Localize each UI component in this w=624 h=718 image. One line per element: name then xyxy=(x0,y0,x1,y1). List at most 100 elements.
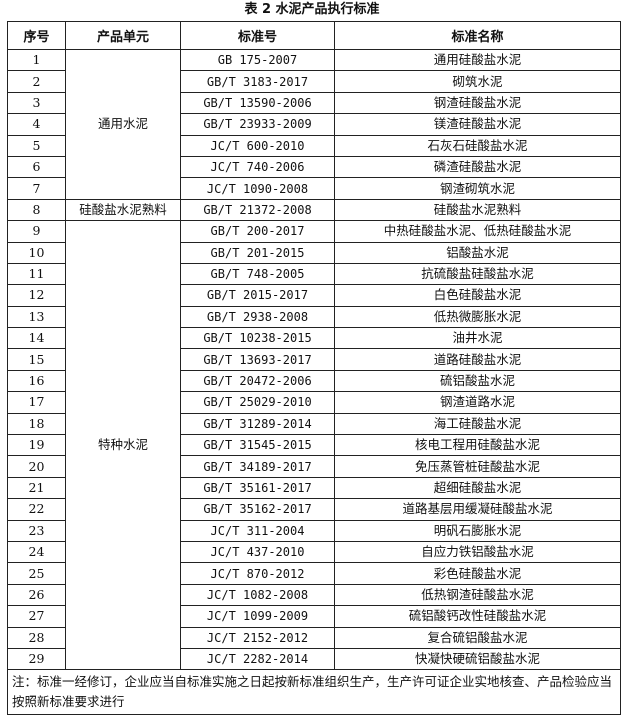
table-row: 1 通用水泥 GB 175-2007 通用硅酸盐水泥 xyxy=(7,48,621,200)
row-number: 8 xyxy=(7,198,66,222)
standard-code: GB/T 2938-2008 xyxy=(180,305,335,329)
table-row: 17 GB/T 25029-2010 钢渣道路水泥 xyxy=(7,391,621,414)
row-number: 2 xyxy=(7,70,66,93)
standard-name: 道路硅酸盐水泥 xyxy=(334,348,621,371)
standard-code: GB/T 20472-2006 xyxy=(180,369,335,393)
row-number: 20 xyxy=(7,455,66,478)
standard-code: GB/T 10238-2015 xyxy=(180,327,335,350)
standard-name: 低热微膨胀水泥 xyxy=(334,305,621,329)
row-number: 18 xyxy=(7,412,66,436)
standard-name: 镁渣硅酸盐水泥 xyxy=(334,113,621,136)
standard-name: 自应力铁铝酸盐水泥 xyxy=(334,540,621,564)
standard-name: 彩色硅酸盐水泥 xyxy=(334,562,621,585)
row-number: 13 xyxy=(7,305,66,329)
table-row: 18 GB/T 31289-2014 海工硅酸盐水泥 xyxy=(7,412,621,436)
table-row: 22 GB/T 35162-2017 道路基层用缓凝硅酸盐水泥 xyxy=(7,498,621,521)
table-row: 2 GB/T 3183-2017 砌筑水泥 xyxy=(7,70,621,93)
standard-name: 钢渣道路水泥 xyxy=(334,391,621,414)
standard-code: GB/T 21372-2008 xyxy=(180,198,335,222)
standard-code: GB/T 34189-2017 xyxy=(180,455,335,478)
standard-code: GB/T 31545-2015 xyxy=(180,434,335,457)
table-row: 27 JC/T 1099-2009 硫铝酸钙改性硅酸盐水泥 xyxy=(7,605,621,628)
row-number: 7 xyxy=(7,177,66,200)
standard-code: GB/T 3183-2017 xyxy=(180,70,335,93)
row-number: 6 xyxy=(7,155,66,179)
standards-table: 序号 产品单元 标准号 标准名称 1 通用水泥 GB 175-2007 通用硅酸盐水泥… xyxy=(7,21,621,716)
standard-code: GB/T 200-2017 xyxy=(180,220,335,243)
row-number: 17 xyxy=(7,391,66,414)
standard-code: JC/T 437-2010 xyxy=(180,540,335,564)
row-number: 26 xyxy=(7,583,66,607)
table-row: 9 特种水泥 GB/T 200-2017 中热硅酸盐水泥、低热硅酸盐水泥 xyxy=(7,220,621,671)
standard-code: JC/T 1099-2009 xyxy=(180,605,335,628)
standard-code: JC/T 740-2006 xyxy=(180,155,335,179)
standard-code: JC/T 2282-2014 xyxy=(180,647,335,671)
standard-name: 石灰石硅酸盐水泥 xyxy=(334,134,621,157)
standard-name: 砌筑水泥 xyxy=(334,70,621,93)
table-row: 29 JC/T 2282-2014 快凝快硬硫铝酸盐水泥 xyxy=(7,647,621,671)
standard-name: 道路基层用缓凝硅酸盐水泥 xyxy=(334,498,621,521)
standard-code: GB/T 35162-2017 xyxy=(180,498,335,521)
row-number: 9 xyxy=(7,220,66,243)
row-number: 12 xyxy=(7,284,66,307)
standard-name: 硫铝酸盐水泥 xyxy=(334,369,621,393)
table-row: 7 JC/T 1090-2008 钢渣砌筑水泥 xyxy=(7,177,621,200)
standard-name: 明矾石膨胀水泥 xyxy=(334,519,621,542)
standard-code: GB 175-2007 xyxy=(180,48,335,72)
row-number: 1 xyxy=(7,48,66,72)
standard-code: JC/T 2152-2012 xyxy=(180,626,335,649)
row-number: 21 xyxy=(7,476,66,500)
standard-name: 磷渣硅酸盐水泥 xyxy=(334,155,621,179)
row-number: 22 xyxy=(7,498,66,521)
standard-name: 海工硅酸盐水泥 xyxy=(334,412,621,436)
standard-name: 免压蒸管桩硅酸盐水泥 xyxy=(334,455,621,478)
standard-name: 超细硅酸盐水泥 xyxy=(334,476,621,500)
standard-name: 复合硫铝酸盐水泥 xyxy=(334,626,621,649)
standard-name: 中热硅酸盐水泥、低热硅酸盐水泥 xyxy=(334,220,621,243)
header-row: 序号 产品单元 标准号 标准名称 xyxy=(7,21,621,50)
row-number: 3 xyxy=(7,91,66,115)
standard-name: 钢渣硅酸盐水泥 xyxy=(334,91,621,115)
standard-name: 硅酸盐水泥熟料 xyxy=(334,198,621,222)
row-number: 14 xyxy=(7,327,66,350)
standard-name: 通用硅酸盐水泥 xyxy=(334,48,621,72)
standard-name: 硫铝酸钙改性硅酸盐水泥 xyxy=(334,605,621,628)
row-number: 29 xyxy=(7,647,66,671)
standard-code: GB/T 23933-2009 xyxy=(180,113,335,136)
table-row: 23 JC/T 311-2004 明矾石膨胀水泥 xyxy=(7,519,621,542)
table-row: 15 GB/T 13693-2017 道路硅酸盐水泥 xyxy=(7,348,621,371)
standard-code: JC/T 870-2012 xyxy=(180,562,335,585)
standard-name: 油井水泥 xyxy=(334,327,621,350)
standard-name: 快凝快硬硫铝酸盐水泥 xyxy=(334,647,621,671)
standard-code: GB/T 13590-2006 xyxy=(180,91,335,115)
standard-code: GB/T 35161-2017 xyxy=(180,476,335,500)
table-row: 21 GB/T 35161-2017 超细硅酸盐水泥 xyxy=(7,476,621,500)
standard-code: JC/T 1090-2008 xyxy=(180,177,335,200)
row-number: 5 xyxy=(7,134,66,157)
row-number: 23 xyxy=(7,519,66,542)
table-title: 表 2 水泥产品执行标准 xyxy=(244,2,380,17)
note-row: 注：标准一经修订，企业应当自标准实施之日起按新标准组织生产，生产许可证企业实地核… xyxy=(7,669,621,716)
table-row: 19 GB/T 31545-2015 核电工程用硅酸盐水泥 xyxy=(7,434,621,457)
table-row: 20 GB/T 34189-2017 免压蒸管桩硅酸盐水泥 xyxy=(7,455,621,478)
table-row: 11 GB/T 748-2005 抗硫酸盐硅酸盐水泥 xyxy=(7,262,621,286)
product-unit: 硅酸盐水泥熟料 xyxy=(65,198,181,222)
standard-code: GB/T 748-2005 xyxy=(180,262,335,286)
standard-name: 核电工程用硅酸盐水泥 xyxy=(334,434,621,457)
standard-name: 白色硅酸盐水泥 xyxy=(334,284,621,307)
row-number: 27 xyxy=(7,605,66,628)
row-number: 16 xyxy=(7,369,66,393)
row-number: 15 xyxy=(7,348,66,371)
standard-name: 低热钢渣硅酸盐水泥 xyxy=(334,583,621,607)
standard-name: 钢渣砌筑水泥 xyxy=(334,177,621,200)
standard-name: 铝酸盐水泥 xyxy=(334,241,621,264)
table-row: 4 GB/T 23933-2009 镁渣硅酸盐水泥 xyxy=(7,113,621,136)
standard-code: GB/T 31289-2014 xyxy=(180,412,335,436)
standard-code: GB/T 25029-2010 xyxy=(180,391,335,414)
table-row: 28 JC/T 2152-2012 复合硫铝酸盐水泥 xyxy=(7,626,621,649)
header-name: 标准名称 xyxy=(334,21,621,50)
row-number: 11 xyxy=(7,262,66,286)
table-row: 26 JC/T 1082-2008 低热钢渣硅酸盐水泥 xyxy=(7,583,621,607)
row-number: 19 xyxy=(7,434,66,457)
product-unit: 特种水泥 xyxy=(65,220,181,671)
